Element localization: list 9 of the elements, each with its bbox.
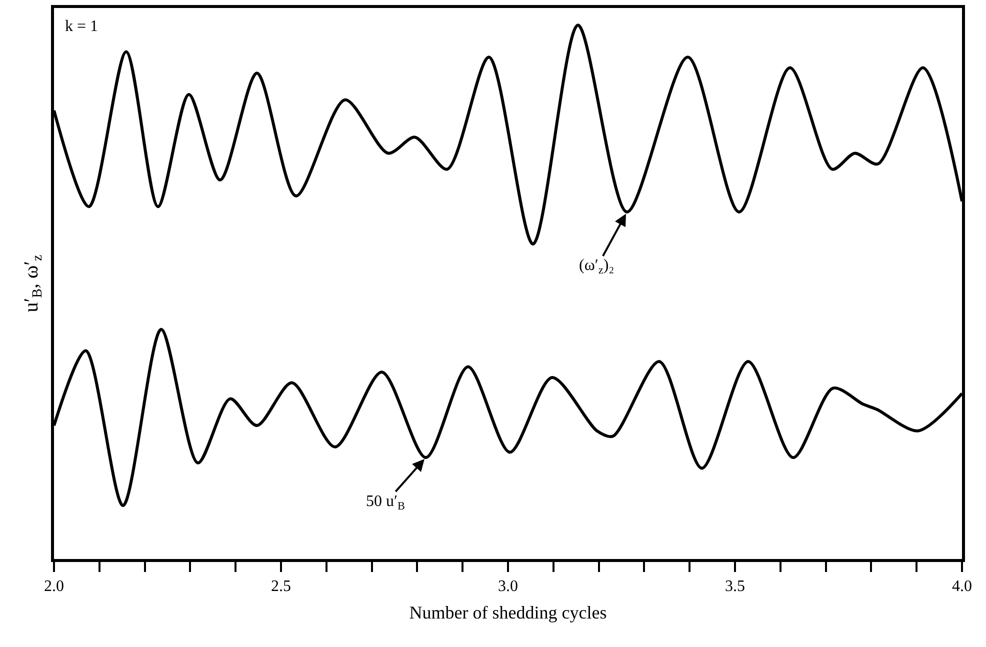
x-tick-label: 3.5: [725, 578, 745, 596]
x-tick-label: 2.5: [271, 578, 291, 596]
annotation: k = 1: [65, 18, 98, 35]
annotation: 50 u′$_{B}$: [366, 493, 405, 512]
x-tick-label: 3.0: [498, 578, 518, 596]
x-tick-label: 2.0: [44, 578, 64, 596]
x-axis-title: Number of shedding cycles: [409, 602, 607, 622]
annotation: (ω′$_{z}$)₂: [579, 257, 614, 276]
x-tick-label: 4.0: [952, 578, 972, 596]
